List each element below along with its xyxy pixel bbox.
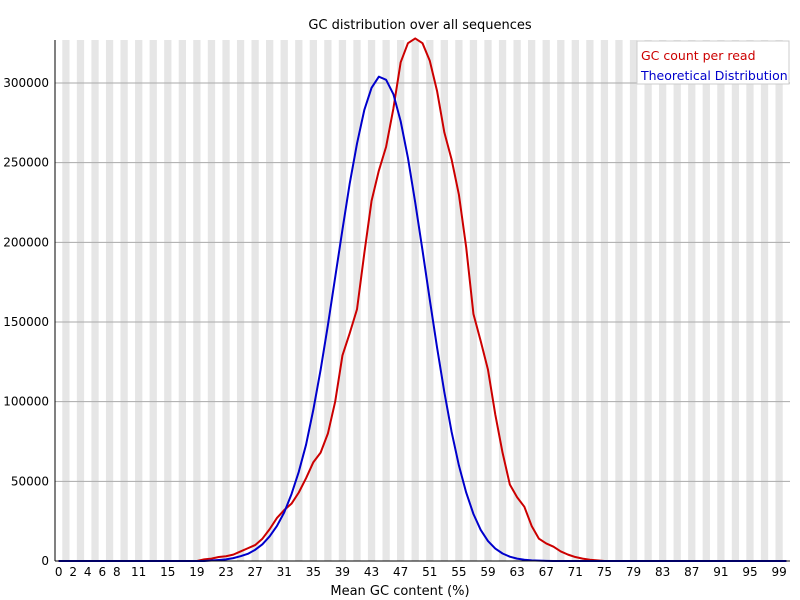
- band: [411, 40, 419, 561]
- band: [498, 40, 507, 561]
- vertical-bands: [62, 40, 783, 561]
- band: [542, 40, 550, 561]
- x-tick-label: 55: [451, 565, 466, 579]
- x-tick-label: 43: [364, 565, 379, 579]
- band: [222, 40, 230, 561]
- band: [586, 40, 594, 561]
- band: [469, 40, 478, 561]
- x-tick-label: 27: [247, 565, 262, 579]
- x-tick-label: 19: [189, 565, 204, 579]
- band: [338, 40, 347, 561]
- band: [367, 40, 376, 561]
- band: [164, 40, 172, 561]
- band: [717, 40, 725, 561]
- x-tick-label: 95: [742, 565, 757, 579]
- x-tick-label: 83: [655, 565, 670, 579]
- band: [62, 40, 70, 561]
- y-tick-label: 100000: [3, 395, 49, 409]
- series-layer: [58, 37, 787, 562]
- x-tick-label: 23: [218, 565, 233, 579]
- band: [309, 40, 317, 561]
- horizontal-gridlines: [55, 82, 790, 482]
- band: [251, 40, 259, 561]
- band: [397, 40, 405, 561]
- y-tick-labels: 0 50000 100000 150000 200000 250000 300000: [3, 76, 49, 568]
- x-tick-label: 87: [684, 565, 699, 579]
- x-tick-label: 6: [98, 565, 106, 579]
- y-tick-label: 50000: [11, 474, 49, 488]
- x-tick-label: 35: [306, 565, 321, 579]
- band: [324, 40, 332, 561]
- x-tick-label: 2: [69, 565, 77, 579]
- band: [266, 40, 274, 561]
- x-tick-label: 99: [771, 565, 786, 579]
- band: [702, 40, 710, 561]
- band: [760, 40, 769, 561]
- y-tick-label: 200000: [3, 235, 49, 249]
- x-axis-label: Mean GC content (%): [330, 584, 469, 599]
- x-tick-label: 8: [113, 565, 121, 579]
- band: [91, 40, 99, 561]
- x-tick-label: 67: [539, 565, 554, 579]
- band: [440, 40, 448, 561]
- y-tick-label: 250000: [3, 156, 49, 170]
- band: [513, 40, 521, 561]
- band: [295, 40, 303, 561]
- band: [193, 40, 201, 561]
- x-tick-label: 47: [393, 565, 408, 579]
- x-tick-label: 4: [84, 565, 92, 579]
- x-tick-label: 39: [335, 565, 350, 579]
- axes: [54, 40, 790, 562]
- x-tick-label: 79: [626, 565, 641, 579]
- band: [615, 40, 623, 561]
- x-tick-label: 51: [422, 565, 437, 579]
- band: [673, 40, 681, 561]
- x-tick-label: 15: [160, 565, 175, 579]
- y-tick-label: 150000: [3, 315, 49, 329]
- legend-entry: GC count per read: [641, 48, 756, 63]
- x-tick-label: 63: [509, 565, 524, 579]
- band: [76, 40, 85, 561]
- y-tick-label: 300000: [3, 76, 49, 90]
- band: [120, 40, 128, 561]
- chart-title: GC distribution over all sequences: [308, 18, 532, 33]
- band: [236, 40, 245, 561]
- band: [135, 40, 143, 561]
- band: [455, 40, 463, 561]
- band: [644, 40, 652, 561]
- band: [280, 40, 288, 561]
- x-tick-label: 11: [131, 565, 146, 579]
- band: [775, 40, 783, 561]
- x-tick-label: 91: [713, 565, 728, 579]
- x-tick-label: 31: [277, 565, 292, 579]
- band: [557, 40, 565, 561]
- band: [571, 40, 579, 561]
- legend: GC count per read Theoretical Distributio…: [636, 40, 790, 85]
- band: [484, 40, 492, 561]
- band: [600, 40, 609, 561]
- series-line: [58, 75, 787, 562]
- x-tick-label: 75: [597, 565, 612, 579]
- band: [731, 40, 740, 561]
- band: [207, 40, 216, 561]
- legend-box: [636, 40, 790, 85]
- band: [688, 40, 696, 561]
- band: [659, 40, 667, 561]
- x-tick-label: 59: [480, 565, 495, 579]
- band: [629, 40, 638, 561]
- legend-entry: Theoretical Distribution: [640, 68, 788, 83]
- band: [528, 40, 536, 561]
- band: [353, 40, 361, 561]
- y-tick-label: 0: [41, 554, 49, 568]
- x-tick-label: 71: [568, 565, 583, 579]
- band: [105, 40, 114, 561]
- band: [149, 40, 157, 561]
- band: [178, 40, 186, 561]
- series-line: [58, 37, 787, 562]
- x-tick-labels: 0 2 4 6 8 11 15 19 23 27 31 35 39 43 47 51 55 59 63 67 71 75 7…: [55, 565, 787, 579]
- band: [746, 40, 754, 561]
- band: [382, 40, 390, 561]
- x-tick-label: 0: [55, 565, 63, 579]
